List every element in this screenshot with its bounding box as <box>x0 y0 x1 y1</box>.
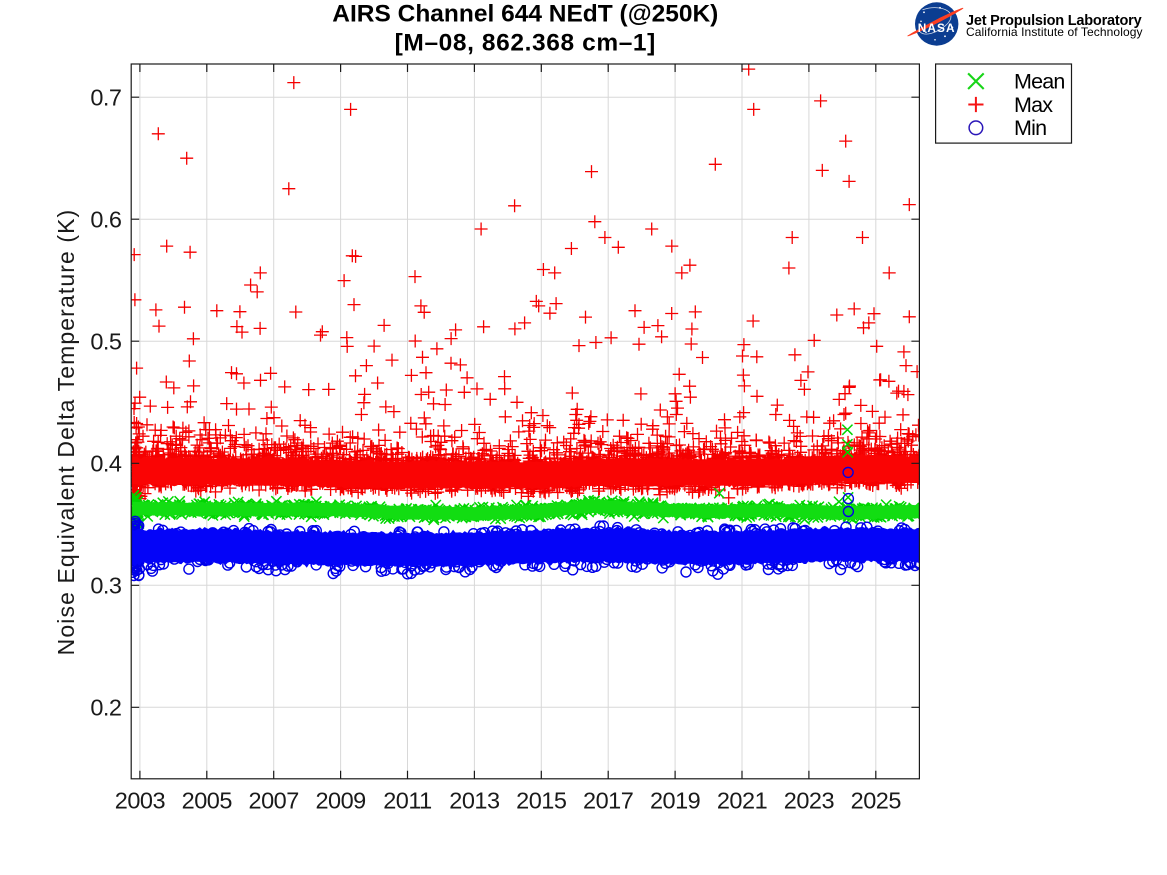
svg-text:0.3: 0.3 <box>90 573 122 599</box>
svg-text:2005: 2005 <box>182 788 233 814</box>
svg-text:2023: 2023 <box>784 788 835 814</box>
svg-text:Mean: Mean <box>1014 70 1065 94</box>
svg-text:California Institute of Techno: California Institute of Technology <box>966 25 1143 39</box>
svg-text:2011: 2011 <box>383 788 432 814</box>
svg-text:AIRS Channel 644 NEdT (@250K): AIRS Channel 644 NEdT (@250K) <box>332 1 718 28</box>
svg-text:2013: 2013 <box>449 788 500 814</box>
svg-text:2009: 2009 <box>315 788 365 814</box>
svg-text:NASA: NASA <box>918 21 956 35</box>
svg-text:2019: 2019 <box>650 788 700 814</box>
svg-text:0.5: 0.5 <box>90 329 122 355</box>
svg-text:Min: Min <box>1014 116 1046 140</box>
svg-text:2021: 2021 <box>717 788 767 814</box>
svg-text:0.2: 0.2 <box>90 695 121 721</box>
svg-text:2015: 2015 <box>516 788 567 814</box>
svg-text:2003: 2003 <box>115 788 166 814</box>
svg-text:0.7: 0.7 <box>90 85 121 111</box>
svg-text:2007: 2007 <box>249 788 299 814</box>
svg-text:2017: 2017 <box>583 788 633 814</box>
svg-text:Noise Equivalent Delta Tempera: Noise Equivalent Delta Temperature (K) <box>53 209 79 656</box>
svg-text:[M–08, 862.368 cm–1]: [M–08, 862.368 cm–1] <box>395 30 656 57</box>
svg-text:2025: 2025 <box>851 788 902 814</box>
svg-text:Jet Propulsion Laboratory: Jet Propulsion Laboratory <box>966 13 1142 29</box>
svg-text:Max: Max <box>1014 93 1053 117</box>
svg-text:0.4: 0.4 <box>90 451 122 477</box>
svg-text:0.6: 0.6 <box>90 207 122 233</box>
